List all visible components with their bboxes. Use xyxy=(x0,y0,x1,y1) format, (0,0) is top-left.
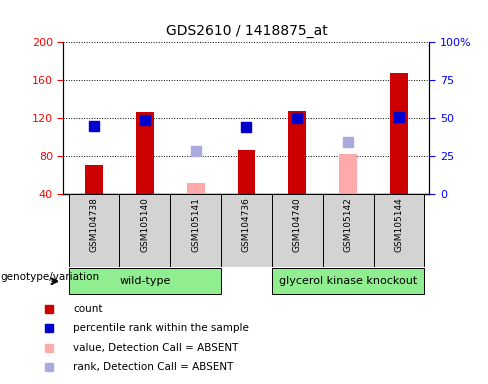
Bar xyxy=(85,166,103,194)
Bar xyxy=(272,194,323,267)
Bar xyxy=(323,194,373,267)
Bar xyxy=(339,154,357,194)
Text: GSM105141: GSM105141 xyxy=(191,198,200,252)
Title: GDS2610 / 1418875_at: GDS2610 / 1418875_at xyxy=(165,25,327,38)
Text: rank, Detection Call = ABSENT: rank, Detection Call = ABSENT xyxy=(73,362,234,372)
Bar xyxy=(136,113,154,194)
Bar xyxy=(170,194,221,267)
Bar xyxy=(120,194,170,267)
Text: GSM105144: GSM105144 xyxy=(394,198,404,252)
Text: value, Detection Call = ABSENT: value, Detection Call = ABSENT xyxy=(73,343,239,353)
Bar xyxy=(288,111,306,194)
Bar xyxy=(68,194,120,267)
Text: genotype/variation: genotype/variation xyxy=(0,272,99,283)
Text: percentile rank within the sample: percentile rank within the sample xyxy=(73,323,249,333)
Text: GSM104736: GSM104736 xyxy=(242,198,251,252)
Bar xyxy=(187,182,204,194)
Text: GSM105142: GSM105142 xyxy=(344,198,353,252)
Text: GSM105140: GSM105140 xyxy=(140,198,149,252)
Text: glycerol kinase knockout: glycerol kinase knockout xyxy=(279,276,417,286)
Text: GSM104740: GSM104740 xyxy=(293,198,302,252)
Text: wild-type: wild-type xyxy=(119,276,170,286)
Text: count: count xyxy=(73,304,102,314)
Bar xyxy=(373,194,425,267)
Bar xyxy=(238,150,255,194)
Text: GSM104738: GSM104738 xyxy=(89,198,99,252)
Bar xyxy=(68,268,221,294)
Bar xyxy=(272,268,425,294)
Bar xyxy=(221,194,272,267)
Bar xyxy=(390,73,408,194)
